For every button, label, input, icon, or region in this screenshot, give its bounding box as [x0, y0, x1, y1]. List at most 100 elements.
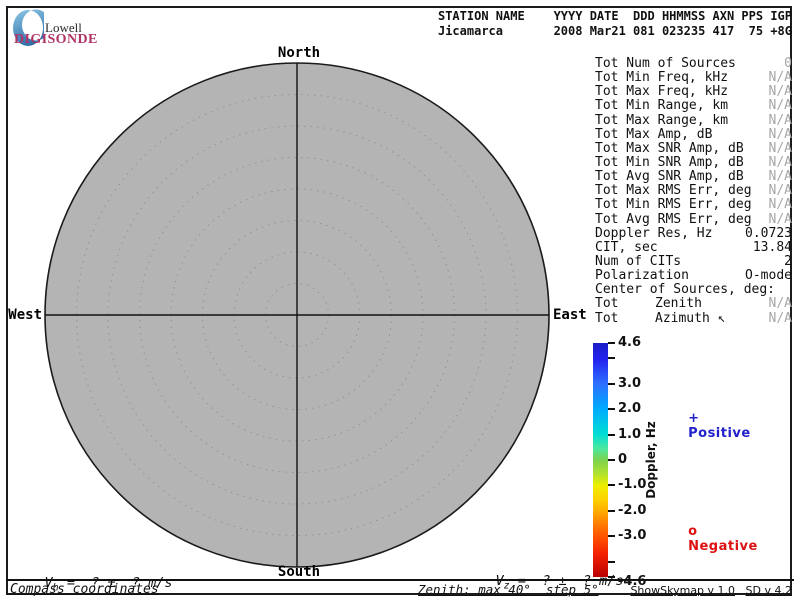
colorbar-tick	[608, 576, 615, 578]
station-header: STATION NAME YYYY DATE DDD HHMMSS AXN PP…	[438, 9, 792, 39]
stat-value: N/A	[768, 169, 792, 185]
colorbar-tick-label: -2.0	[618, 502, 647, 518]
stat-row: Tot Min Freq, kHz N/A	[595, 70, 792, 86]
stat-row: Tot Min SNR Amp, dB N/A	[595, 154, 792, 170]
colorbar-tick-label: 2.0	[618, 401, 642, 417]
stat-value: N/A	[768, 154, 792, 170]
colorbar-tick-label: -4.6	[618, 574, 647, 589]
stat-value: O-mode	[745, 268, 792, 284]
stat-value: N/A	[768, 84, 792, 100]
stat-row: Center of Sources, deg:	[595, 283, 792, 297]
stat-label: Center of Sources, deg:	[595, 282, 776, 298]
stat-row: CIT, sec 13.84	[595, 239, 792, 255]
app-version: ShowSkymap v 1.0	[630, 584, 736, 597]
footer-separator	[6, 579, 794, 581]
stat-label: Tot	[595, 296, 619, 312]
circle-marker-icon: o	[688, 524, 698, 539]
stat-label: Tot Min SNR Amp, dB	[595, 154, 744, 170]
stat-label: Tot Min RMS Err, deg	[595, 197, 752, 213]
colorbar-tick-label: 4.6	[618, 335, 642, 350]
positive-indicator: + Positive	[668, 396, 751, 456]
stat-row: Tot Min Range, km N/A	[595, 99, 792, 113]
stat-value: N/A	[768, 70, 792, 86]
colorbar-tick	[608, 408, 615, 411]
stat-value: N/A	[768, 126, 792, 142]
compass-label-east: East	[553, 307, 587, 323]
colorbar-tick-label: -3.0	[618, 528, 647, 544]
stat-row: Polarization O-mode	[595, 268, 792, 284]
colorbar-tick	[608, 484, 615, 487]
stat-row: Doppler Res, Hz 0.0723	[595, 225, 792, 241]
sd-version: SD v 4.2	[745, 584, 792, 597]
stat-label: Tot Max Amp, dB	[595, 126, 713, 142]
stat-value: 2	[784, 253, 792, 269]
stat-mid-label: Zenith	[655, 296, 702, 312]
digisonde-logo: Lowell DIGISONDE	[12, 7, 122, 47]
negative-indicator: o Negative	[668, 509, 758, 569]
colorbar-tick-label: -1.0	[618, 477, 647, 493]
colorbar-tick	[608, 342, 615, 344]
stat-row: Tot Num of Sources 0	[595, 56, 792, 71]
colorbar-tick-label: 0	[618, 452, 628, 467]
stat-row: Tot Avg SNR Amp, dB N/A	[595, 169, 792, 185]
stat-label: Doppler Res, Hz	[595, 225, 713, 241]
stat-label: Tot Avg RMS Err, deg	[595, 211, 752, 227]
positive-label: Positive	[688, 426, 751, 441]
coordinates-mode-label[interactable]: Compass coordinates	[10, 582, 159, 597]
plus-marker-icon: +	[688, 411, 700, 426]
stat-row: Tot Max RMS Err, deg N/A	[595, 184, 792, 198]
vz-value: = ? ± ? m/s	[509, 573, 624, 589]
stat-value: 13.84	[752, 239, 792, 255]
stat-value: N/A	[768, 183, 792, 199]
stat-value: N/A	[768, 112, 792, 128]
stat-row: Tot Zenith N/A	[595, 297, 792, 311]
stat-label: Tot Num of Sources	[595, 56, 736, 71]
colorbar-tick	[608, 382, 615, 385]
colorbar-tick	[608, 433, 615, 436]
stat-label: Tot Max Freq, kHz	[595, 84, 729, 100]
stat-row: Tot Max Range, km N/A	[595, 112, 792, 128]
stat-value: N/A	[768, 296, 792, 312]
stat-mid-label: Azimuth ↖	[655, 310, 726, 326]
stat-value: N/A	[768, 98, 792, 114]
compass-label-south: South	[277, 564, 321, 580]
stat-label: Tot Max SNR Amp, dB	[595, 140, 744, 156]
station-header-values: Jicamarca 2008 Mar21 081 023235 417 75 +…	[437, 24, 792, 38]
colorbar-axis-label: Doppler, Hz	[644, 421, 658, 499]
lowell-crescent-icon	[13, 9, 44, 46]
colorbar-tick	[608, 509, 615, 512]
stats-panel: Tot Num of Sources 0 Tot Min Freq, kHz N/A T…	[595, 56, 792, 326]
logo-lowell-text: Lowell	[45, 20, 82, 35]
colorbar-tick	[608, 357, 615, 360]
stat-label: Tot Min Range, km	[595, 98, 729, 114]
stat-label: CIT, sec	[595, 239, 658, 255]
stat-label: Tot Avg SNR Amp, dB	[595, 169, 744, 185]
colorbar-tick	[608, 560, 615, 563]
zenith-range-label[interactable]: Zenith: max 40° step 5°	[418, 582, 599, 597]
colorbar-tick	[608, 535, 615, 538]
stat-value: N/A	[768, 197, 792, 213]
stat-value: N/A	[768, 140, 792, 156]
vz-velocity-readout: Vz = ? ± ? m/s	[463, 557, 624, 608]
stat-value: 0.0723	[745, 225, 792, 241]
stat-value: 0	[784, 56, 792, 71]
stat-row: Tot Max Freq, kHz N/A	[595, 85, 792, 99]
colorbar-tick-label: 3.0	[618, 375, 642, 391]
logo-digisonde-text: DIGISONDE	[14, 32, 98, 47]
stat-row: Tot Min RMS Err, deg N/A	[595, 198, 792, 212]
window-border	[6, 6, 792, 595]
stat-label: Tot Max Range, km	[595, 112, 729, 128]
stat-label: Num of CITs	[595, 253, 682, 269]
station-header-columns: STATION NAME YYYY DATE DDD HHMMSS AXN PP…	[437, 9, 792, 23]
stat-row: Tot Max SNR Amp, dB N/A	[595, 140, 792, 156]
stat-label: Tot Max RMS Err, deg	[595, 183, 752, 199]
negative-label: Negative	[688, 539, 758, 554]
colorbar-tick	[608, 459, 615, 461]
vz-symbol: Vz	[495, 573, 510, 592]
vh-symbol: Vh	[44, 575, 59, 594]
stat-label: Polarization	[595, 268, 689, 284]
stat-row: Tot Azimuth ↖ N/A	[595, 310, 792, 326]
doppler-colorbar	[593, 343, 608, 577]
stat-row: Tot Max Amp, dB N/A	[595, 126, 792, 142]
